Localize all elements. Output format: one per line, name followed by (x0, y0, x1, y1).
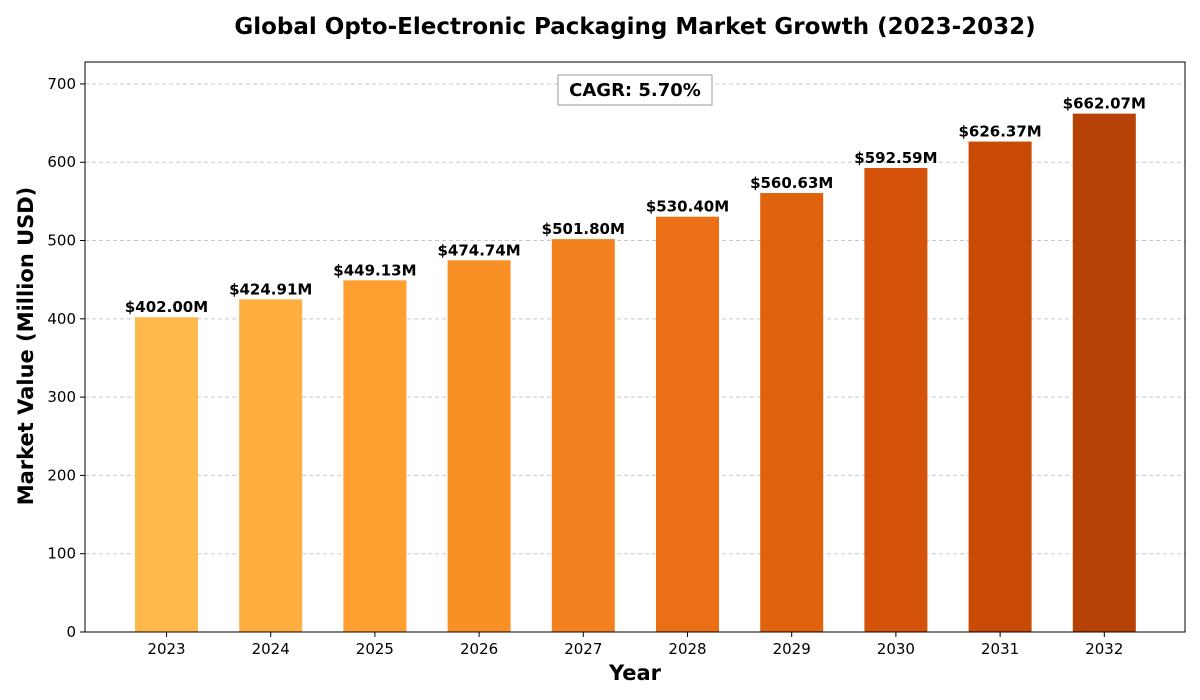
bar-2030 (864, 168, 928, 633)
x-axis-ticks: 2023 2024 2025 2026 2027 2028 2029 2030 2031 2032 (147, 632, 1123, 658)
data-label-2031: $626.37M (958, 123, 1041, 141)
x-tick-label-2024: 2024 (252, 640, 290, 658)
y-tick-label: 0 (66, 623, 76, 641)
data-label-2029: $560.63M (750, 174, 833, 192)
data-label-2024: $424.91M (229, 280, 312, 298)
x-tick-label-2029: 2029 (773, 640, 811, 658)
bar-2024 (239, 299, 303, 632)
x-tick-label-2030: 2030 (877, 640, 915, 658)
data-label-2027: $501.80M (542, 220, 625, 238)
y-tick-label: 600 (47, 153, 76, 171)
x-tick-label-2023: 2023 (147, 640, 185, 658)
y-axis-label: Market Value (Million USD) (14, 187, 38, 506)
bar-2031 (968, 141, 1032, 632)
x-tick-label-2026: 2026 (460, 640, 498, 658)
y-tick-label: 300 (47, 388, 76, 406)
bars-layer (135, 113, 1136, 633)
chart-title: Global Opto-Electronic Packaging Market … (234, 14, 1035, 40)
data-label-2025: $449.13M (333, 261, 416, 279)
bar-2032 (1072, 113, 1136, 632)
data-label-2032: $662.07M (1063, 95, 1146, 113)
data-label-2028: $530.40M (646, 198, 729, 216)
x-tick-label-2025: 2025 (356, 640, 394, 658)
bar-2028 (656, 216, 719, 632)
y-tick-label: 100 (47, 545, 76, 563)
x-tick-label-2031: 2031 (981, 640, 1019, 658)
x-axis-label: Year (608, 661, 662, 685)
bar-2026 (447, 260, 511, 632)
x-tick-label-2032: 2032 (1085, 640, 1123, 658)
bar-2029 (760, 193, 824, 632)
bar-2025 (343, 280, 407, 632)
x-tick-label-2027: 2027 (564, 640, 602, 658)
y-tick-label: 200 (47, 466, 76, 484)
data-labels-layer: $402.00M $424.91M $449.13M $474.74M $501.80M… (125, 95, 1146, 317)
cagr-annotation-box (557, 74, 713, 106)
data-label-2026: $474.74M (437, 241, 520, 259)
data-label-2023: $402.00M (125, 298, 208, 316)
y-tick-label: 400 (47, 310, 76, 328)
bar-2023 (135, 317, 198, 632)
data-label-2030: $592.59M (854, 149, 937, 167)
plot-frame (84, 61, 1186, 633)
y-axis-ticks: 0 100 200 300 400 500 600 700 (47, 75, 85, 641)
y-tick-label: 700 (47, 75, 76, 93)
x-tick-label-2028: 2028 (668, 640, 706, 658)
cagr-annotation-text: CAGR: 5.70% (569, 80, 701, 101)
cagr-annotation: CAGR: 5.70% (557, 74, 713, 106)
y-tick-label: 500 (47, 232, 76, 250)
bar-2027 (551, 239, 615, 632)
